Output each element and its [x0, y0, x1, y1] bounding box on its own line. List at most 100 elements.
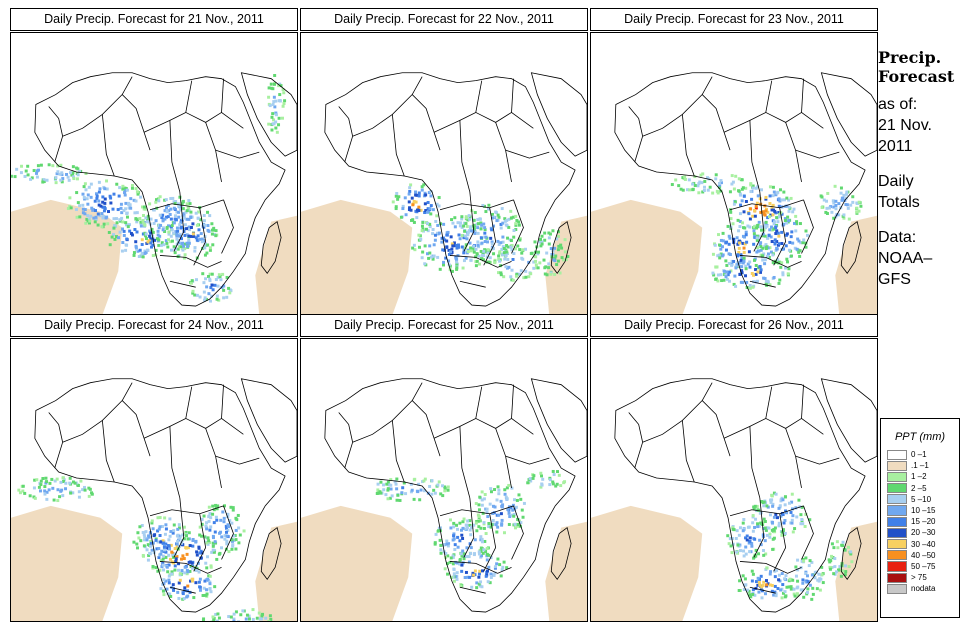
rain-cell — [737, 533, 741, 537]
rain-cell — [472, 244, 476, 248]
rain-cell — [164, 523, 168, 527]
rain-cell — [29, 177, 33, 181]
rain-cell — [460, 245, 464, 249]
rain-cell — [839, 191, 843, 195]
rain-cell — [763, 258, 767, 262]
rain-cell — [91, 208, 95, 212]
rain-cell — [499, 499, 503, 503]
rain-cell — [184, 210, 188, 214]
rain-cell — [141, 214, 145, 217]
rain-cell — [177, 210, 181, 214]
rain-cell — [111, 233, 115, 237]
rain-cell — [718, 243, 721, 247]
rain-cell — [219, 518, 223, 522]
rain-cell — [208, 574, 212, 578]
rain-cell — [214, 234, 218, 238]
rain-cell — [36, 164, 40, 168]
rain-cell — [282, 102, 286, 105]
rainfall-layer — [11, 74, 287, 303]
rain-cell — [32, 169, 36, 173]
madagascar-outline — [840, 220, 862, 274]
rain-cell — [163, 230, 167, 233]
rain-cell — [741, 234, 745, 238]
rain-cell — [162, 581, 166, 585]
rain-cell — [539, 471, 543, 475]
rain-cell — [439, 551, 443, 555]
rain-cell — [456, 535, 460, 539]
legend-label: > 75 — [911, 573, 927, 583]
sidebar-heading: Forecast — [878, 67, 955, 86]
rain-cell — [433, 542, 437, 546]
rain-cell — [84, 221, 88, 225]
rain-cell — [281, 104, 285, 108]
rain-cell — [52, 498, 56, 502]
rain-cell — [742, 250, 746, 254]
boundary-layer — [324, 72, 587, 307]
rain-cell — [44, 481, 48, 485]
rain-cell — [783, 217, 787, 221]
dry-region-shading — [11, 505, 123, 621]
rain-cell — [461, 520, 465, 524]
rain-cell — [170, 570, 174, 574]
rain-cell — [754, 186, 758, 190]
rain-cell — [739, 178, 743, 182]
rain-cell — [483, 204, 487, 208]
rain-cell — [461, 549, 465, 553]
rain-cell — [161, 557, 165, 561]
rain-cell — [469, 533, 473, 537]
rain-cell — [839, 574, 843, 578]
rain-cell — [152, 221, 156, 225]
rain-cell — [274, 99, 278, 103]
rain-cell — [17, 488, 21, 492]
rain-cell — [772, 593, 776, 597]
rain-cell — [502, 246, 506, 250]
country-border — [169, 280, 196, 288]
rain-cell — [759, 245, 763, 249]
rain-cell — [725, 263, 729, 267]
country-border — [449, 561, 512, 574]
rain-cell — [478, 584, 482, 588]
rain-cell — [415, 216, 419, 220]
rain-cell — [197, 228, 201, 232]
rain-cell — [267, 86, 271, 90]
rain-cell — [539, 485, 543, 489]
rain-cell — [148, 552, 152, 556]
boundary-layer — [614, 378, 877, 613]
rain-cell — [415, 193, 419, 197]
rain-cell — [773, 238, 777, 242]
rain-cell — [201, 272, 205, 276]
rain-cell — [183, 586, 187, 590]
rain-cell — [188, 590, 192, 594]
country-border — [739, 255, 802, 268]
rain-cell — [185, 232, 189, 236]
rain-cell — [493, 505, 497, 509]
rain-cell — [199, 549, 203, 553]
rain-cell — [412, 220, 416, 224]
rain-cell — [783, 531, 787, 535]
rain-cell — [827, 558, 831, 562]
rain-cell — [169, 543, 173, 547]
rain-cell — [112, 217, 116, 221]
rain-cell — [841, 196, 845, 200]
rain-cell — [170, 228, 174, 232]
rain-cell — [777, 524, 781, 528]
rain-cell — [197, 570, 201, 574]
rain-cell — [501, 235, 505, 239]
rain-cell — [742, 256, 746, 260]
rain-cell — [223, 504, 226, 508]
rain-cell — [507, 511, 511, 515]
country-border — [101, 420, 115, 483]
rain-cell — [222, 296, 226, 300]
rain-cell — [268, 104, 272, 108]
rain-cell — [167, 578, 171, 582]
rain-cell — [445, 233, 449, 237]
rain-cell — [398, 498, 402, 502]
country-border — [505, 455, 550, 465]
rain-cell — [421, 220, 425, 224]
country-border — [642, 382, 713, 443]
rain-cell — [770, 493, 774, 497]
rain-cell — [110, 235, 114, 239]
rain-cell — [677, 184, 681, 188]
rain-cell — [507, 483, 511, 487]
rain-cell — [834, 203, 838, 207]
